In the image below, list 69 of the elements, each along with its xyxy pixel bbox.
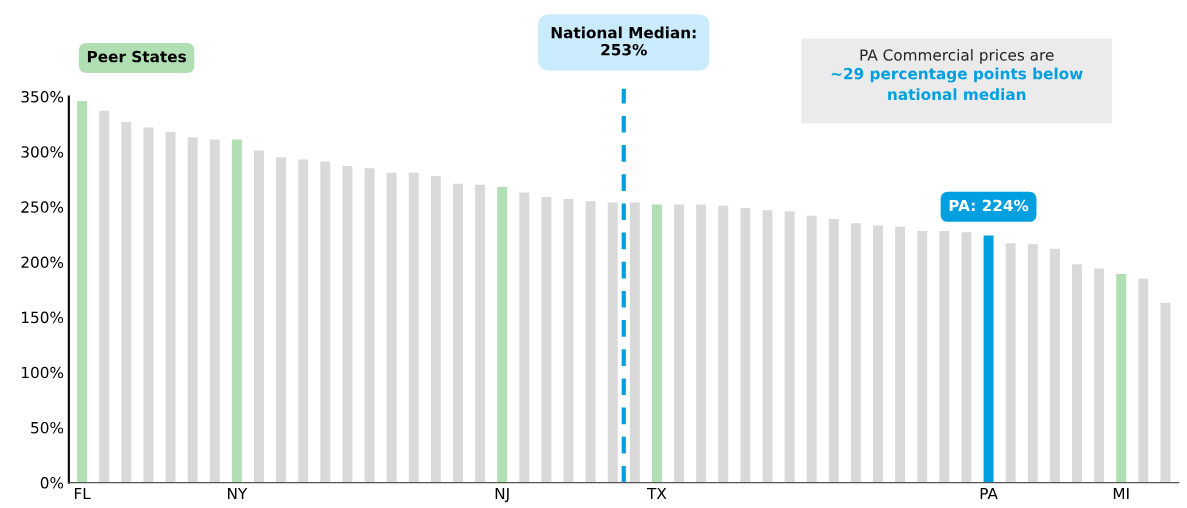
bar — [895, 226, 906, 483]
bar — [718, 205, 729, 483]
bar — [430, 175, 441, 483]
y-tick-label: 200% — [21, 256, 64, 268]
bar — [254, 150, 264, 483]
y-tick-label: 100% — [21, 366, 64, 379]
bar — [143, 127, 154, 483]
bar — [1116, 274, 1127, 483]
bar — [1027, 244, 1038, 483]
bar — [762, 210, 773, 483]
bar — [651, 204, 662, 483]
annotation: PA: 224% — [949, 199, 1029, 212]
bar — [165, 131, 176, 483]
bar — [519, 192, 530, 483]
bar — [276, 157, 287, 483]
bar — [452, 183, 463, 483]
bar — [1005, 243, 1016, 483]
bar — [806, 215, 817, 483]
bar — [1160, 302, 1171, 483]
bar — [1138, 278, 1149, 483]
bar — [828, 218, 839, 483]
bar — [320, 161, 331, 483]
bar — [342, 166, 353, 483]
bar — [917, 231, 928, 483]
text: National Median: 253% — [551, 26, 696, 56]
x-tick-label: TX — [646, 487, 667, 500]
x-tick-label: NY — [227, 487, 248, 500]
bar — [77, 100, 88, 483]
x-tick-label: NJ — [495, 487, 509, 503]
bar — [1094, 268, 1105, 483]
bar — [209, 139, 220, 483]
bar — [696, 204, 707, 483]
bar — [740, 207, 751, 483]
bar — [607, 202, 618, 483]
bar — [99, 110, 110, 483]
y-tick-label: 150% — [21, 311, 64, 324]
bar — [983, 235, 994, 483]
bar — [121, 121, 132, 483]
y-tick-label: 300% — [21, 146, 64, 158]
bar — [408, 172, 419, 483]
annotation: ~29 percentage points below national median — [831, 67, 1083, 101]
bar — [497, 186, 508, 483]
bar — [475, 184, 486, 483]
y-tick-label: 350% — [21, 90, 64, 103]
bar — [563, 199, 574, 483]
bar — [850, 223, 861, 483]
bar — [541, 196, 552, 483]
bar — [298, 159, 309, 483]
bar — [1072, 264, 1082, 483]
x-tick-label: MI — [1113, 487, 1129, 500]
bar — [1049, 248, 1060, 483]
bar — [386, 172, 397, 483]
bar — [939, 231, 950, 483]
x-tick-label: PA — [980, 487, 998, 500]
y-tick-label: 0% — [40, 477, 64, 489]
bar — [674, 204, 685, 483]
bar — [364, 168, 375, 483]
bar — [187, 137, 198, 483]
bar — [784, 211, 795, 483]
y-tick-label: 50% — [31, 421, 64, 434]
text: Peer States — [87, 50, 186, 63]
bar — [231, 139, 242, 483]
text: PA Commercial prices are — [860, 48, 1054, 64]
bar — [873, 225, 883, 483]
x-tick-label: FL — [74, 487, 91, 500]
bar — [961, 232, 972, 483]
bar — [629, 202, 640, 483]
y-tick-label: 250% — [21, 201, 64, 213]
bar — [585, 201, 596, 483]
